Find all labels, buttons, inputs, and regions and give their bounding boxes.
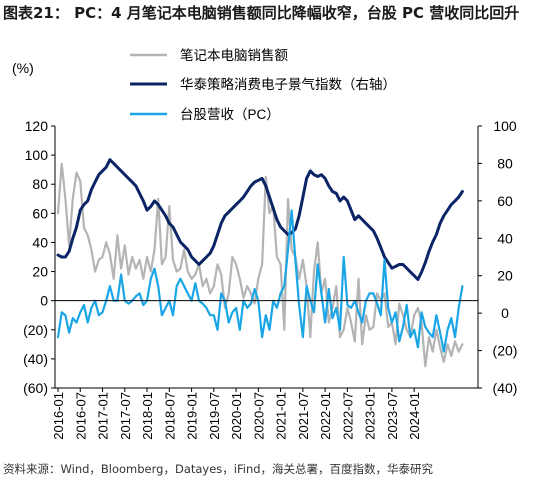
- left-axis-tick-label: 40: [32, 234, 48, 250]
- x-axis-tick-label: 2018-01: [140, 392, 155, 440]
- right-axis-tick-label: 40: [497, 230, 513, 246]
- right-axis-tick-label: 60: [497, 193, 513, 209]
- left-axis-tick-label: 0: [40, 293, 48, 309]
- legend-label-2: 华泰策略消费电子景气指数（右轴）: [180, 76, 396, 92]
- x-axis-tick-label: 2024-01: [407, 392, 422, 440]
- right-axis-tick-label: 80: [497, 155, 513, 171]
- left-axis-unit-label: (%): [12, 60, 34, 76]
- x-axis-tick-label: 2020-01: [229, 392, 244, 440]
- right-axis-tick-label: 0: [501, 305, 509, 321]
- legend-label-3: 台股营收（PC）: [180, 107, 280, 122]
- left-axis-tick-label: (20): [23, 322, 48, 338]
- series-line-1: [56, 162, 464, 368]
- x-axis-tick-label: 2017-01: [96, 392, 111, 440]
- x-axis-tick-label: 2016-07: [73, 392, 88, 440]
- right-axis-tick-label: 20: [497, 268, 513, 284]
- series-line-3: [56, 209, 464, 353]
- left-axis-tick-label: (40): [23, 351, 48, 367]
- x-axis-tick-label: 2021-01: [274, 392, 289, 440]
- x-axis-tick-label: 2018-07: [162, 392, 177, 440]
- source-note: 资料来源：Wind，Bloomberg，Datayes，iFind，海关总署，百…: [3, 462, 434, 476]
- series-line-2: [56, 158, 464, 281]
- right-axis-tick-label: 100: [493, 118, 517, 134]
- left-axis-tick-label: 20: [32, 264, 48, 280]
- legend-label-1: 笔记本电脑销售额: [180, 48, 288, 63]
- left-axis-tick-label: (60): [23, 380, 48, 396]
- x-axis-tick-label: 2023-01: [363, 392, 378, 440]
- x-axis-tick-label: 2019-01: [185, 392, 200, 440]
- x-axis-tick-label: 2022-01: [318, 392, 333, 440]
- x-axis-tick-label: 2023-07: [385, 392, 400, 440]
- left-axis-tick-label: 60: [32, 205, 48, 221]
- left-axis-tick-label: 80: [32, 176, 48, 192]
- right-axis-tick-label: (40): [493, 380, 518, 396]
- left-axis-tick-label: 100: [25, 147, 49, 163]
- right-axis-tick-label: (20): [493, 343, 518, 359]
- x-axis-tick-label: 2022-07: [340, 392, 355, 440]
- x-axis-tick-label: 2016-01: [51, 392, 66, 440]
- x-axis-tick-label: 2021-07: [296, 392, 311, 440]
- chart-title: 图表21： PC：4 月笔记本电脑销售额同比降幅收窄，台股 PC 营收同比回升: [3, 4, 520, 22]
- left-axis-tick-label: 120: [25, 118, 49, 134]
- x-axis-tick-label: 2020-07: [251, 392, 266, 440]
- x-axis-tick-label: 2019-07: [207, 392, 222, 440]
- x-axis-tick-label: 2017-07: [118, 392, 133, 440]
